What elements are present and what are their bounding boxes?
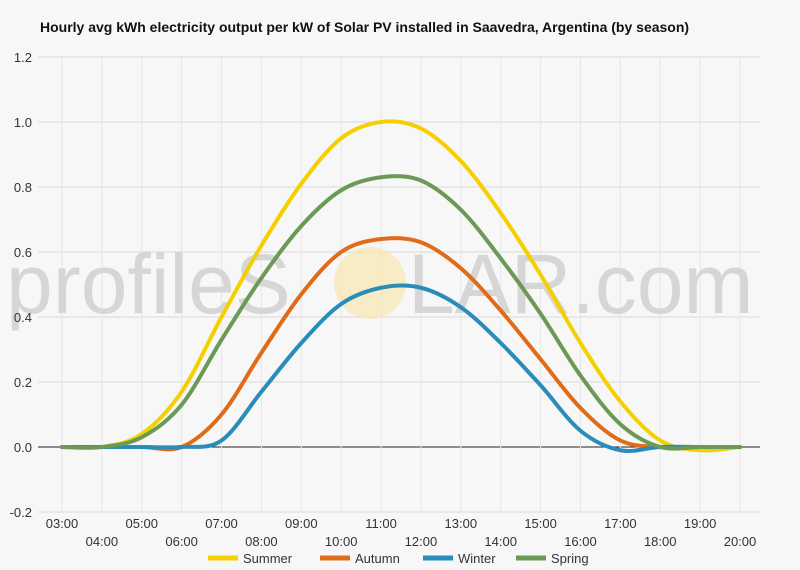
series-layer <box>60 119 742 453</box>
legend-label-spring: Spring <box>551 551 589 566</box>
x-tick-label: 15:00 <box>524 516 557 531</box>
x-tick-label: 17:00 <box>604 516 637 531</box>
y-tick-label: 0.2 <box>14 375 32 390</box>
y-tick-label: 1.2 <box>14 50 32 65</box>
chart-title: Hourly avg kWh electricity output per kW… <box>40 19 690 35</box>
x-tick-label: 18:00 <box>644 534 677 549</box>
y-tick-label: 1.0 <box>14 115 32 130</box>
x-tick-label: 05:00 <box>125 516 158 531</box>
x-tick-label: 19:00 <box>684 516 717 531</box>
x-tick-label: 20:00 <box>724 534 757 549</box>
x-tick-label: 12:00 <box>405 534 438 549</box>
y-tick-label: 0.4 <box>14 310 32 325</box>
x-tick-label: 10:00 <box>325 534 358 549</box>
series-line-winter <box>60 283 742 453</box>
watermark-text-right: LAR.com <box>408 237 753 331</box>
y-tick-label: 0.0 <box>14 440 32 455</box>
axis-labels: 1.2 1.0 0.8 0.6 0.4 0.2 0.0 -0.2 03:00 04:00 05:00… <box>10 50 757 549</box>
y-tick-label: 0.6 <box>14 245 32 260</box>
watermark-text-left: profileS <box>6 237 291 331</box>
x-tick-label: 13:00 <box>445 516 478 531</box>
watermark-sun-icon <box>334 247 406 319</box>
watermark: profileS LAR.com <box>6 237 753 331</box>
x-tick-label: 16:00 <box>564 534 597 549</box>
legend-label-summer: Summer <box>243 551 293 566</box>
x-tick-label: 11:00 <box>365 516 397 531</box>
x-tick-label: 04:00 <box>86 534 119 549</box>
x-tick-label: 07:00 <box>205 516 238 531</box>
x-tick-label: 14:00 <box>484 534 517 549</box>
y-tick-label: 0.8 <box>14 180 32 195</box>
x-tick-label: 03:00 <box>46 516 79 531</box>
legend-label-autumn: Autumn <box>355 551 400 566</box>
x-tick-label: 08:00 <box>245 534 278 549</box>
x-tick-label: 06:00 <box>165 534 198 549</box>
x-tick-label: 09:00 <box>285 516 318 531</box>
series-line-spring <box>60 174 742 451</box>
y-tick-label: -0.2 <box>10 505 32 520</box>
series-line-summer <box>60 119 742 453</box>
legend: Summer Autumn Winter Spring <box>208 551 589 566</box>
legend-label-winter: Winter <box>458 551 496 566</box>
